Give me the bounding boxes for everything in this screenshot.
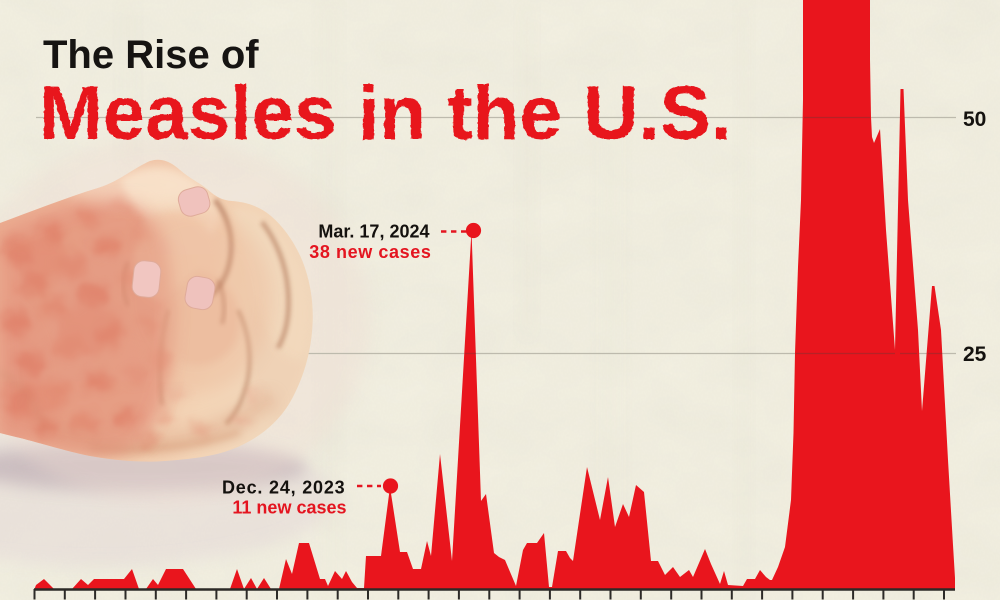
svg-text:38 new cases: 38 new cases <box>309 242 431 262</box>
svg-text:Measles in the U.S.: Measles in the U.S. <box>39 71 732 156</box>
svg-text:Mar. 17, 2024: Mar. 17, 2024 <box>318 222 429 242</box>
svg-text:Dec. 24, 2023: Dec. 24, 2023 <box>222 478 346 498</box>
svg-text:The Rise of: The Rise of <box>43 33 259 77</box>
svg-text:25: 25 <box>963 343 987 366</box>
svg-text:50: 50 <box>963 108 986 131</box>
svg-text:11 new cases: 11 new cases <box>232 498 346 518</box>
